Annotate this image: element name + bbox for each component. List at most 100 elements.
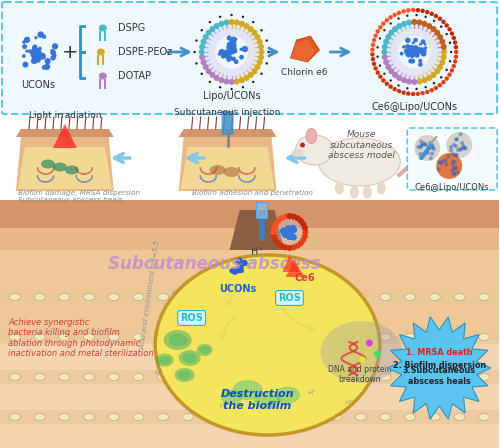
Circle shape	[408, 59, 413, 64]
Circle shape	[392, 87, 397, 91]
Circle shape	[230, 48, 235, 53]
Circle shape	[383, 29, 386, 31]
Circle shape	[300, 142, 305, 147]
Circle shape	[236, 260, 241, 266]
Circle shape	[433, 20, 436, 22]
Polygon shape	[388, 317, 491, 419]
Circle shape	[24, 37, 29, 42]
Circle shape	[452, 36, 456, 40]
Polygon shape	[16, 129, 114, 137]
Circle shape	[192, 312, 196, 317]
Circle shape	[440, 39, 446, 45]
Circle shape	[229, 51, 233, 55]
Circle shape	[406, 19, 412, 26]
Circle shape	[229, 40, 234, 45]
Circle shape	[236, 258, 240, 263]
Circle shape	[404, 48, 409, 53]
Circle shape	[230, 88, 233, 90]
Text: H⁺: H⁺	[251, 247, 264, 257]
Ellipse shape	[65, 165, 79, 175]
Circle shape	[376, 29, 380, 34]
Circle shape	[39, 52, 44, 57]
Ellipse shape	[454, 293, 465, 301]
Circle shape	[401, 77, 407, 83]
Circle shape	[42, 65, 47, 70]
Circle shape	[388, 68, 394, 74]
Circle shape	[227, 42, 232, 47]
Circle shape	[214, 75, 220, 81]
Circle shape	[383, 39, 389, 45]
Circle shape	[416, 145, 420, 149]
Ellipse shape	[164, 330, 192, 350]
Ellipse shape	[133, 374, 144, 380]
Circle shape	[449, 42, 451, 44]
Circle shape	[200, 73, 203, 75]
Ellipse shape	[306, 333, 317, 340]
Ellipse shape	[108, 333, 119, 340]
Circle shape	[32, 55, 38, 60]
Circle shape	[381, 78, 386, 82]
Circle shape	[244, 23, 250, 29]
Circle shape	[244, 75, 250, 81]
FancyBboxPatch shape	[0, 410, 499, 424]
Circle shape	[456, 170, 460, 174]
Circle shape	[382, 54, 388, 60]
Circle shape	[401, 21, 407, 27]
Circle shape	[436, 167, 440, 171]
Circle shape	[392, 72, 398, 78]
Ellipse shape	[158, 374, 168, 380]
Circle shape	[412, 79, 418, 85]
Circle shape	[35, 56, 41, 63]
Circle shape	[271, 233, 277, 239]
Circle shape	[229, 49, 234, 55]
Circle shape	[218, 77, 224, 83]
Circle shape	[423, 142, 427, 146]
Ellipse shape	[380, 374, 391, 380]
Circle shape	[464, 146, 468, 151]
Ellipse shape	[404, 414, 415, 421]
Circle shape	[359, 357, 366, 363]
Circle shape	[286, 232, 291, 237]
Circle shape	[434, 14, 438, 18]
Circle shape	[241, 260, 248, 266]
Circle shape	[444, 159, 448, 163]
Circle shape	[410, 59, 415, 64]
Circle shape	[411, 8, 416, 12]
Circle shape	[52, 43, 58, 49]
Polygon shape	[282, 255, 300, 272]
Circle shape	[291, 227, 297, 233]
Circle shape	[376, 70, 380, 75]
Ellipse shape	[84, 293, 94, 301]
Ellipse shape	[275, 387, 300, 404]
Circle shape	[294, 243, 300, 249]
Circle shape	[446, 33, 448, 35]
Ellipse shape	[196, 344, 212, 356]
Circle shape	[422, 77, 428, 83]
Circle shape	[285, 228, 289, 232]
Circle shape	[46, 62, 49, 65]
Text: Biofilm damage, MRSA dispersion
Subcutaneous abscess heals: Biofilm damage, MRSA dispersion Subcutan…	[18, 190, 140, 203]
Circle shape	[42, 34, 46, 39]
Circle shape	[284, 228, 290, 233]
Circle shape	[402, 90, 406, 95]
Ellipse shape	[10, 374, 20, 380]
Ellipse shape	[281, 293, 292, 301]
Circle shape	[424, 46, 428, 49]
FancyBboxPatch shape	[0, 200, 499, 250]
Circle shape	[242, 86, 244, 88]
Circle shape	[462, 146, 466, 150]
Circle shape	[50, 49, 54, 53]
Ellipse shape	[158, 293, 168, 301]
FancyBboxPatch shape	[0, 200, 499, 230]
Circle shape	[376, 46, 379, 48]
Circle shape	[252, 21, 254, 23]
Ellipse shape	[292, 149, 304, 157]
Circle shape	[428, 145, 432, 148]
Circle shape	[272, 221, 278, 227]
Circle shape	[248, 26, 254, 32]
Circle shape	[270, 229, 276, 235]
Ellipse shape	[220, 389, 242, 405]
Circle shape	[223, 52, 229, 58]
Circle shape	[229, 49, 234, 53]
Text: Lipo/UCONs: Lipo/UCONs	[203, 91, 260, 101]
